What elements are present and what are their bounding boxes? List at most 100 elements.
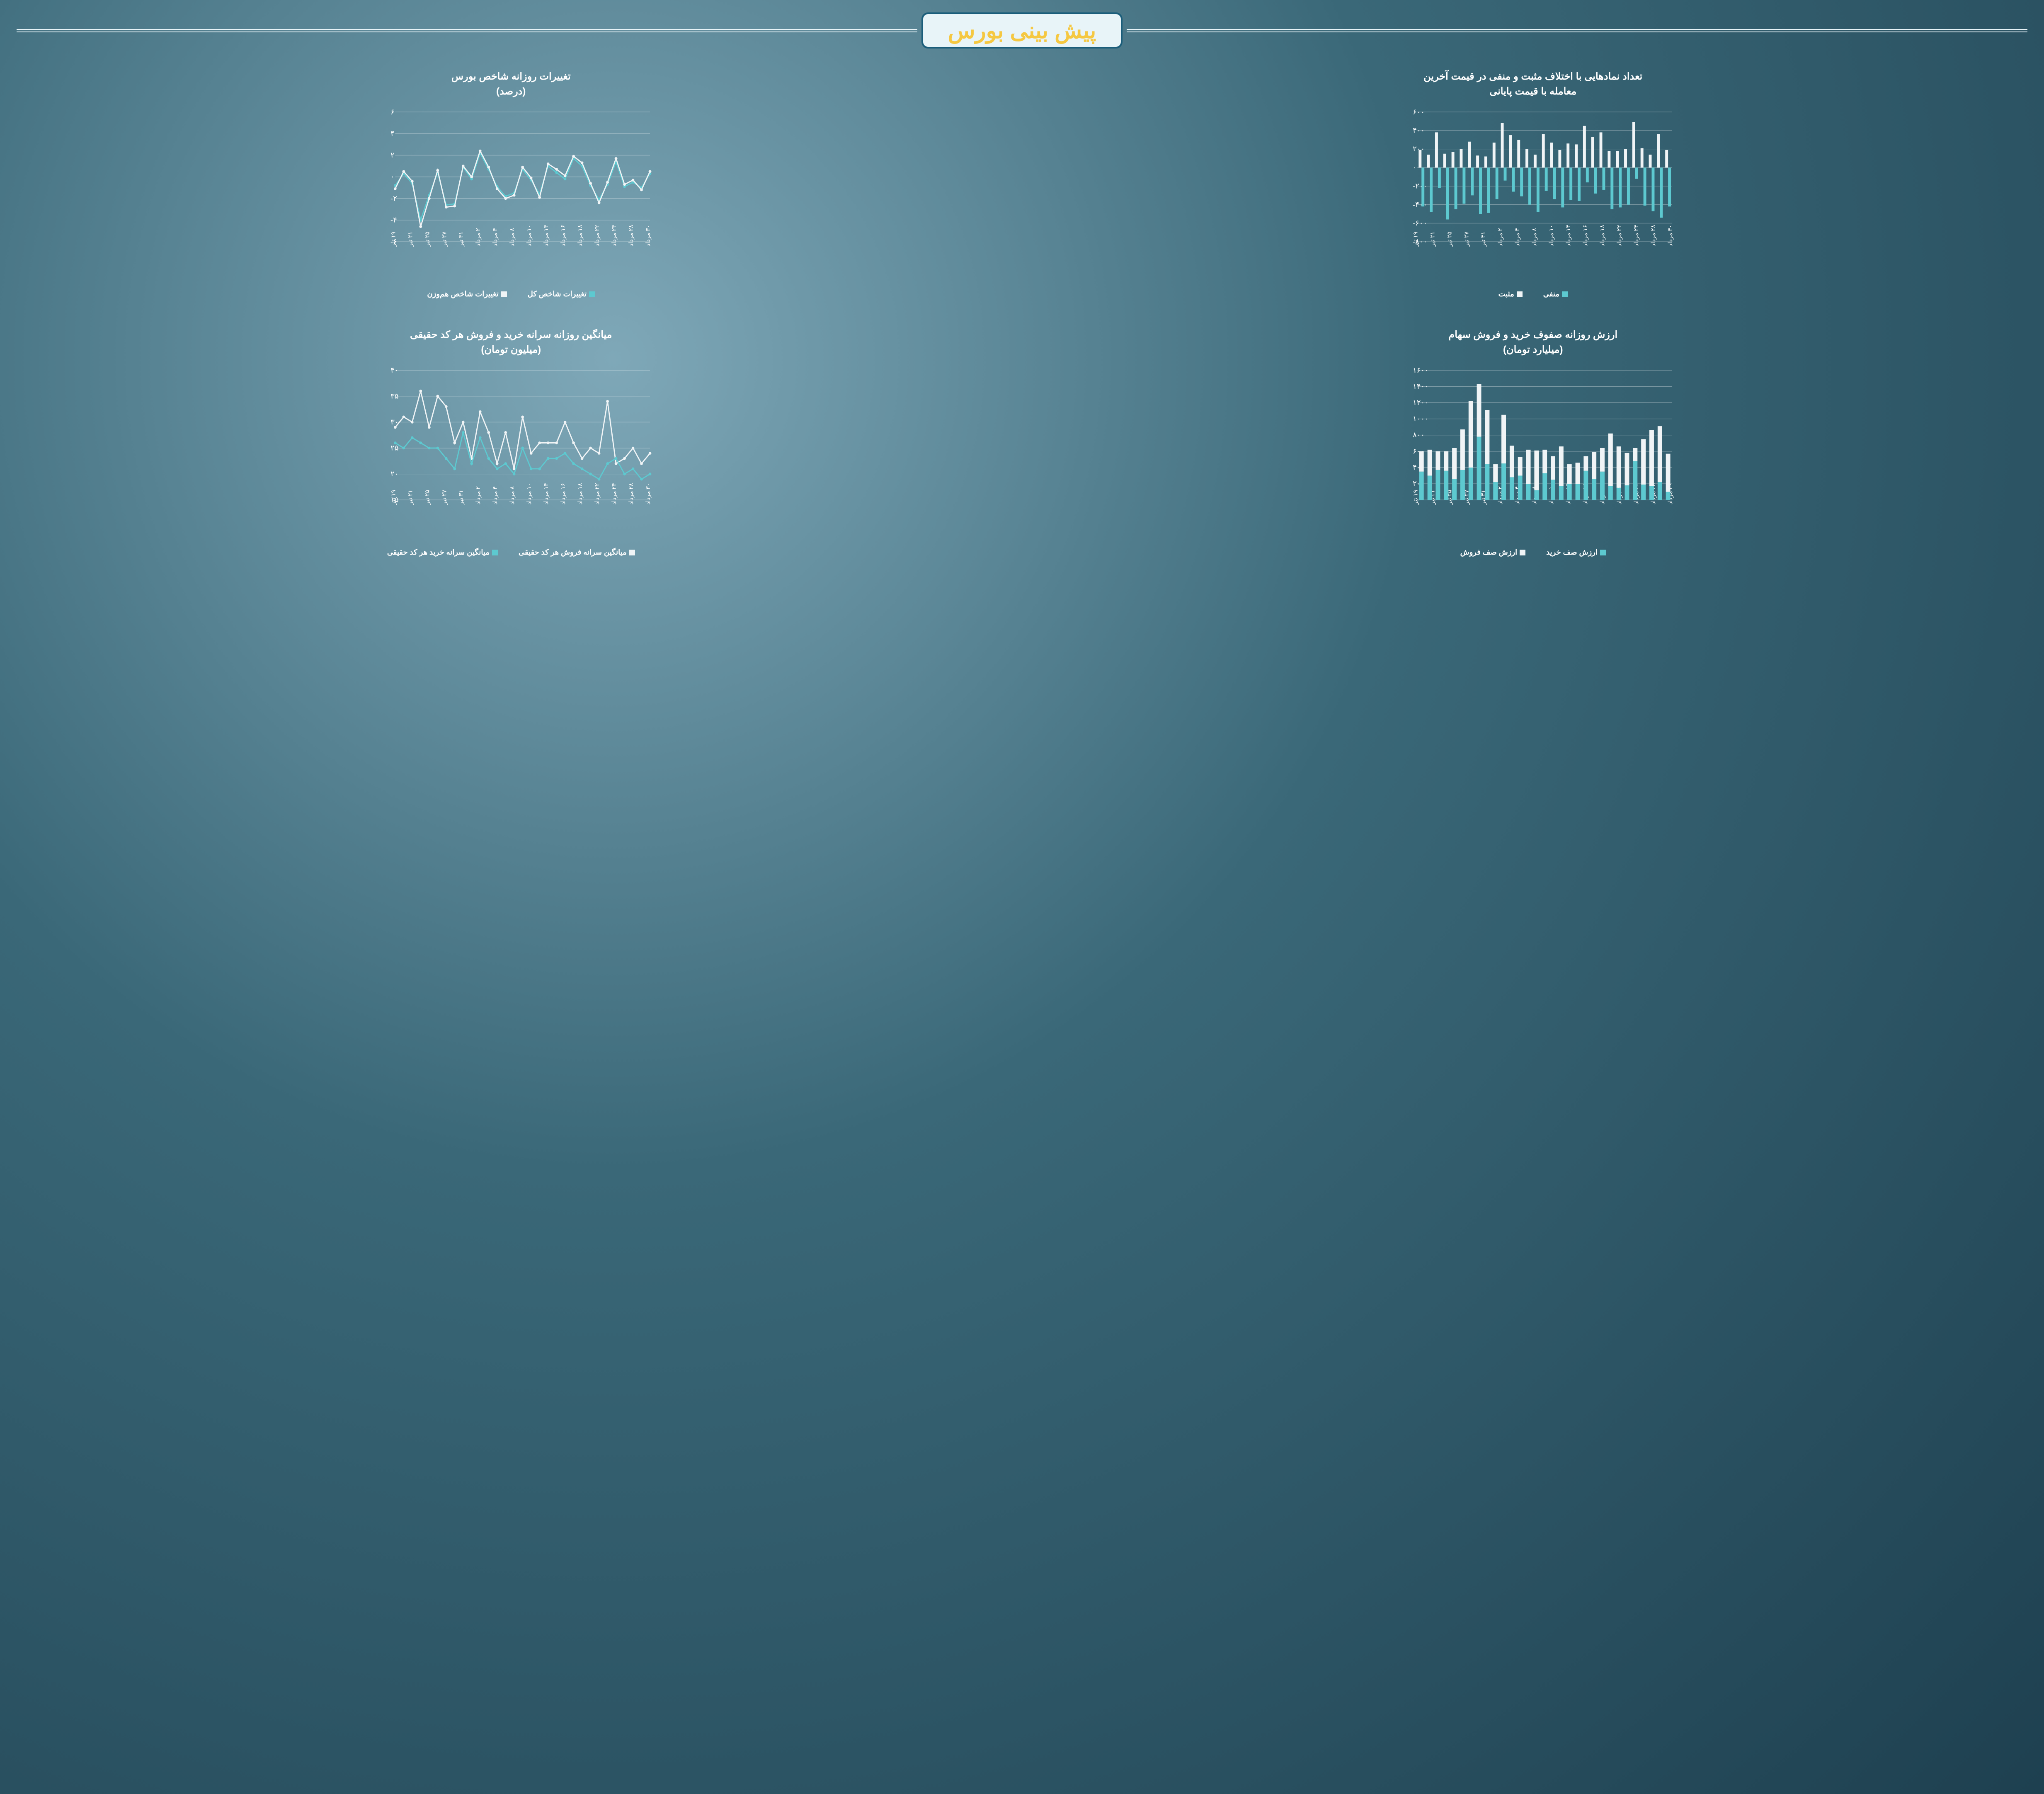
svg-text:۲۸ مرداد: ۲۸ مرداد <box>1650 225 1657 246</box>
svg-text:۱۹ تیر: ۱۹ تیر <box>1412 490 1419 505</box>
svg-text:۱۴ مرداد: ۱۴ مرداد <box>543 225 550 246</box>
svg-text:۳۵: ۳۵ <box>390 392 398 400</box>
chart2-svg: ۸۰۰-۶۰۰-۴۰۰-۲۰۰-۰۲۰۰۴۰۰۶۰۰۱۹ تیر۲۱ تیر۲۵… <box>1039 107 2028 265</box>
title-rule-right <box>17 29 917 32</box>
svg-text:۴ مرداد: ۴ مرداد <box>492 228 499 246</box>
svg-text:۲۸ مرداد: ۲۸ مرداد <box>628 225 635 246</box>
svg-text:۳۱ تیر: ۳۱ تیر <box>458 490 465 505</box>
svg-text:۱۰ مرداد: ۱۰ مرداد <box>526 483 533 504</box>
chart4-svg: ۰۲۰۰۴۰۰۶۰۰۸۰۰۱۰۰۰۱۲۰۰۱۴۰۰۱۶۰۰۱۹ تیر۲۱ تی… <box>1039 366 2028 523</box>
svg-text:۱۰۰۰: ۱۰۰۰ <box>1413 415 1428 423</box>
svg-text:۸ مرداد: ۸ مرداد <box>1531 228 1538 246</box>
svg-text:۱۴ مرداد: ۱۴ مرداد <box>543 483 550 504</box>
svg-text:۲۱ تیر: ۲۱ تیر <box>407 490 414 505</box>
svg-text:۲۴ مرداد: ۲۴ مرداد <box>611 483 618 504</box>
svg-text:۱۸ مرداد: ۱۸ مرداد <box>577 483 584 504</box>
svg-text:۲-: ۲- <box>390 194 397 202</box>
svg-text:۳۱ تیر: ۳۱ تیر <box>458 232 465 247</box>
legend-item: تغییرات شاخص کل <box>528 290 595 298</box>
svg-text:۲۷ تیر: ۲۷ تیر <box>1463 231 1470 247</box>
svg-text:۴۰۰: ۴۰۰ <box>1413 126 1425 134</box>
svg-text:۴: ۴ <box>390 129 395 138</box>
svg-text:۱۲۰۰: ۱۲۰۰ <box>1413 398 1428 407</box>
svg-text:۲ مرداد: ۲ مرداد <box>475 228 482 246</box>
chart-index-change: تغییرات روزانه شاخص بورس (درصد) ۶-۴-۲-۰۲… <box>17 69 1006 298</box>
svg-text:۱۸ مرداد: ۱۸ مرداد <box>1599 225 1606 246</box>
charts-grid: تعداد نمادهایی با اختلاف مثبت و منفی در … <box>17 69 2027 557</box>
svg-text:۱۶۰۰: ۱۶۰۰ <box>1413 366 1428 374</box>
svg-text:۱۹ تیر: ۱۹ تیر <box>390 490 397 505</box>
svg-text:۲۸ مرداد: ۲۸ مرداد <box>628 483 635 504</box>
svg-text:۲ مرداد: ۲ مرداد <box>1497 228 1504 246</box>
svg-text:۳۰ مرداد: ۳۰ مرداد <box>645 483 652 504</box>
svg-text:۲۲ مرداد: ۲۲ مرداد <box>1616 225 1623 246</box>
svg-text:۱۶ مرداد: ۱۶ مرداد <box>560 225 567 246</box>
svg-text:۱۶ مرداد: ۱۶ مرداد <box>1582 225 1589 246</box>
chart3-svg: ۱۵۲۰۲۵۳۰۳۵۴۰۱۹ تیر۲۱ تیر۲۵ تیر۲۷ تیر۳۱ ت… <box>17 366 1006 523</box>
page-title-bar: پیش بینی بورس <box>17 12 2027 48</box>
svg-text:۸۰۰: ۸۰۰ <box>1413 431 1425 439</box>
svg-text:۱۴ مرداد: ۱۴ مرداد <box>1565 225 1572 246</box>
chart-symbols-diff: تعداد نمادهایی با اختلاف مثبت و منفی در … <box>1039 69 2028 298</box>
svg-text:۰: ۰ <box>1413 163 1417 172</box>
svg-text:۶: ۶ <box>390 108 395 116</box>
svg-text:۲۰۰-: ۲۰۰- <box>1413 182 1427 190</box>
chart2-legend: منفی مثبت <box>1039 290 2028 298</box>
legend-item: ارزش صف خرید <box>1546 548 1606 557</box>
legend-item: ارزش صف فروش <box>1460 548 1525 557</box>
svg-text:۲۴ مرداد: ۲۴ مرداد <box>1633 225 1640 246</box>
svg-text:۴-: ۴- <box>390 216 397 224</box>
svg-text:۱۴۰۰: ۱۴۰۰ <box>1413 382 1428 390</box>
chart3-legend: میانگین سرانه فروش هر کد حقیقی میانگین سر… <box>17 548 1006 557</box>
chart1-title: تغییرات روزانه شاخص بورس (درصد) <box>17 69 1006 99</box>
legend-item: میانگین سرانه خرید هر کد حقیقی <box>387 548 498 557</box>
title-rule-left <box>1127 29 2027 32</box>
chart4-title: ارزش روزانه صفوف خرید و فروش سهام (میلیا… <box>1039 327 2028 357</box>
svg-text:۸ مرداد: ۸ مرداد <box>509 228 516 246</box>
svg-text:۲۵ تیر: ۲۵ تیر <box>424 490 431 505</box>
svg-text:۴۰۰-: ۴۰۰- <box>1413 200 1427 208</box>
legend-item: میانگین سرانه فروش هر کد حقیقی <box>519 548 635 557</box>
chart-per-capita: میانگین روزانه سرانه خرید و فروش هر کد ح… <box>17 327 1006 557</box>
svg-text:۲۲ مرداد: ۲۲ مرداد <box>594 225 601 246</box>
svg-text:۰: ۰ <box>390 172 395 181</box>
legend-item: منفی <box>1543 290 1568 298</box>
svg-text:۲۰: ۲۰ <box>390 470 398 478</box>
svg-text:۴۰: ۴۰ <box>390 366 398 374</box>
chart-queue-value: ارزش روزانه صفوف خرید و فروش سهام (میلیا… <box>1039 327 2028 557</box>
svg-text:۲: ۲ <box>390 151 395 159</box>
svg-text:۲۷ تیر: ۲۷ تیر <box>441 231 448 247</box>
svg-text:۴ مرداد: ۴ مرداد <box>1514 228 1521 246</box>
svg-text:۱۰ مرداد: ۱۰ مرداد <box>526 225 533 246</box>
svg-text:۲۱ تیر: ۲۱ تیر <box>1429 232 1436 247</box>
svg-text:۱۰ مرداد: ۱۰ مرداد <box>1548 225 1555 246</box>
svg-text:۸ مرداد: ۸ مرداد <box>509 486 516 504</box>
chart2-title: تعداد نمادهایی با اختلاف مثبت و منفی در … <box>1039 69 2028 99</box>
svg-text:۱۹ تیر: ۱۹ تیر <box>390 231 397 247</box>
svg-text:۱۹ تیر: ۱۹ تیر <box>1412 231 1419 247</box>
legend-item: تغییرات شاخص هم‌وزن <box>427 290 507 298</box>
svg-text:۲ مرداد: ۲ مرداد <box>475 486 482 504</box>
svg-text:۳۰ مرداد: ۳۰ مرداد <box>1667 225 1674 246</box>
svg-text:۳۰ مرداد: ۳۰ مرداد <box>645 225 652 246</box>
legend-item: مثبت <box>1498 290 1523 298</box>
svg-text:۱۶ مرداد: ۱۶ مرداد <box>560 483 567 504</box>
svg-text:۲۷ تیر: ۲۷ تیر <box>441 490 448 505</box>
chart1-legend: تغییرات شاخص کل تغییرات شاخص هم‌وزن <box>17 290 1006 298</box>
svg-text:۲۵ تیر: ۲۵ تیر <box>1446 231 1453 247</box>
svg-text:۲۲ مرداد: ۲۲ مرداد <box>594 483 601 504</box>
chart1-svg: ۶-۴-۲-۰۲۴۶۱۹ تیر۲۱ تیر۲۵ تیر۲۷ تیر۳۱ تیر… <box>17 107 1006 265</box>
svg-text:۶۰۰-: ۶۰۰- <box>1413 219 1427 227</box>
chart4-legend: ارزش صف خرید ارزش صف فروش <box>1039 548 2028 557</box>
svg-text:۳۱ تیر: ۳۱ تیر <box>1480 232 1487 247</box>
svg-text:۴ مرداد: ۴ مرداد <box>492 486 499 504</box>
svg-text:۲۱ تیر: ۲۱ تیر <box>407 232 414 247</box>
svg-text:۲۵ تیر: ۲۵ تیر <box>424 231 431 247</box>
svg-text:۲۵: ۲۵ <box>390 444 398 452</box>
title-box: پیش بینی بورس <box>921 12 1123 48</box>
chart3-title: میانگین روزانه سرانه خرید و فروش هر کد ح… <box>17 327 1006 357</box>
svg-text:۲۴ مرداد: ۲۴ مرداد <box>611 225 618 246</box>
svg-text:۱۸ مرداد: ۱۸ مرداد <box>577 225 584 246</box>
page-title: پیش بینی بورس <box>948 17 1096 44</box>
svg-text:۶۰۰: ۶۰۰ <box>1413 108 1425 116</box>
